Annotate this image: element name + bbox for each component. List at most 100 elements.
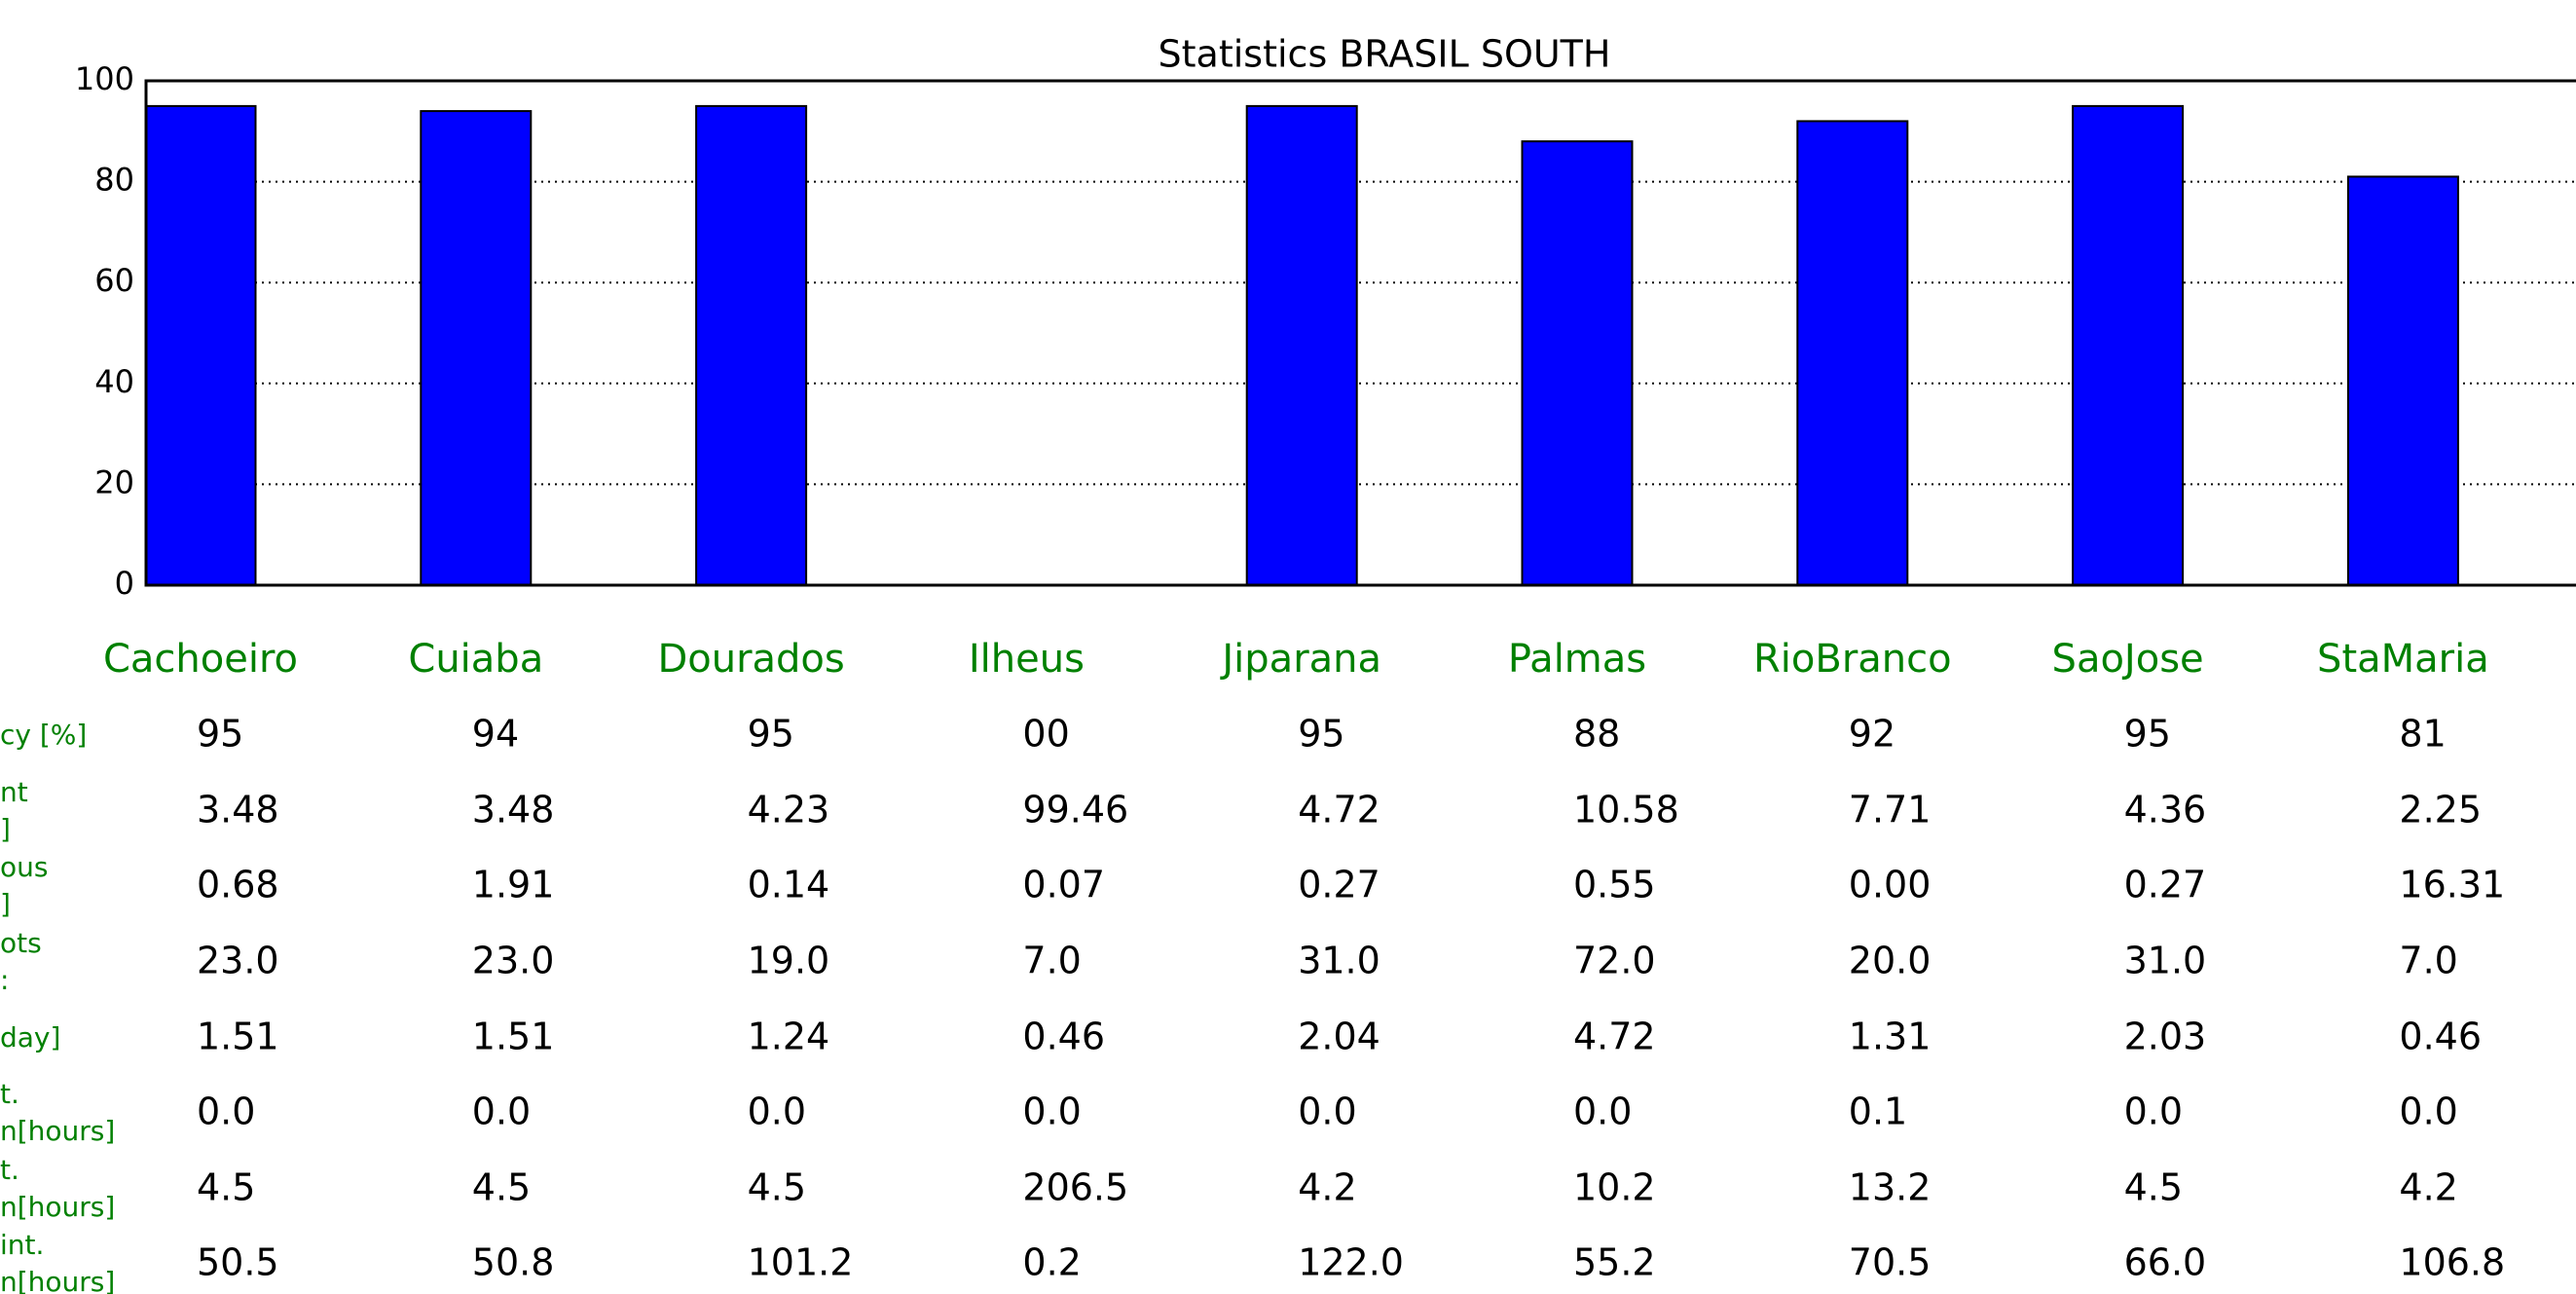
row-label: n[hours] xyxy=(0,1115,115,1147)
table-cell: 0.00 xyxy=(1849,864,1932,906)
table-cell: 1.31 xyxy=(1849,1016,1932,1058)
row-label: t. xyxy=(0,1154,19,1186)
table-cell: 92 xyxy=(1849,713,1895,756)
row-label: ] xyxy=(0,888,11,920)
table-cell: 2.04 xyxy=(1298,1016,1380,1058)
table-cell: 10.2 xyxy=(1573,1166,1656,1209)
table-cell: 0.46 xyxy=(2399,1016,2482,1058)
table-cell: 31.0 xyxy=(2124,940,2207,982)
row-label: nt xyxy=(0,776,28,808)
chart-title: Statistics BRASIL SOUTH xyxy=(1159,33,1611,76)
table-cell: 7.0 xyxy=(2399,940,2457,982)
table-cell: 23.0 xyxy=(472,940,555,982)
table-cell: 0.0 xyxy=(1573,1091,1632,1133)
x-category-label: Dourados xyxy=(657,637,844,682)
bar xyxy=(1245,104,1358,587)
table-cell: 0.46 xyxy=(1022,1016,1105,1058)
table-cell: 0.0 xyxy=(1298,1091,1356,1133)
table-cell: 0.68 xyxy=(197,864,279,906)
table-cell: 19.0 xyxy=(748,940,830,982)
table-cell: 0.0 xyxy=(472,1091,531,1133)
table-cell: 1.51 xyxy=(197,1016,279,1058)
table-cell: 4.23 xyxy=(748,789,830,832)
table-cell: 81 xyxy=(2399,713,2446,756)
x-category-label: StaMaria xyxy=(2317,637,2489,682)
x-category-label: SaoJose xyxy=(2052,637,2204,682)
row-label: t. xyxy=(0,1078,19,1110)
table-cell: 106.8 xyxy=(2399,1241,2505,1284)
table-cell: 72.0 xyxy=(1573,940,1656,982)
table-cell: 1.51 xyxy=(472,1016,555,1058)
table-cell: 4.2 xyxy=(2399,1166,2457,1209)
table-cell: 4.5 xyxy=(748,1166,806,1209)
table-cell: 0.0 xyxy=(2124,1091,2183,1133)
table-cell: 0.1 xyxy=(1849,1091,1907,1133)
table-cell: 1.91 xyxy=(472,864,555,906)
table-cell: 101.2 xyxy=(748,1241,854,1284)
row-label: day] xyxy=(0,1021,60,1054)
table-cell: 23.0 xyxy=(197,940,279,982)
row-label: n[hours] xyxy=(0,1266,115,1294)
y-tick-label: 80 xyxy=(94,162,134,199)
bar xyxy=(144,104,257,587)
table-cell: 0.07 xyxy=(1022,864,1105,906)
table-cell: 0.27 xyxy=(1298,864,1380,906)
table-cell: 4.2 xyxy=(1298,1166,1356,1209)
table-cell: 122.0 xyxy=(1298,1241,1404,1284)
bar xyxy=(2072,104,2185,587)
bar xyxy=(1796,120,1909,586)
row-label: n[hours] xyxy=(0,1191,115,1223)
table-cell: 0.27 xyxy=(2124,864,2207,906)
table-cell: 2.25 xyxy=(2399,789,2482,832)
table-cell: 4.36 xyxy=(2124,789,2207,832)
y-tick-label: 60 xyxy=(94,262,134,299)
table-cell: 95 xyxy=(748,713,794,756)
table-cell: 99.46 xyxy=(1022,789,1128,832)
y-tick-label: 20 xyxy=(94,463,134,500)
table-cell: 13.2 xyxy=(1849,1166,1932,1209)
bar xyxy=(2346,175,2459,586)
x-category-label: Ilheus xyxy=(969,637,1085,682)
table-cell: 00 xyxy=(1022,713,1069,756)
row-label: cy [%] xyxy=(0,719,87,751)
table-cell: 55.2 xyxy=(1573,1241,1656,1284)
row-label: int. xyxy=(0,1229,44,1261)
row-label: ots xyxy=(0,927,42,959)
table-cell: 0.0 xyxy=(2399,1091,2457,1133)
table-cell: 0.0 xyxy=(197,1091,255,1133)
table-cell: 3.48 xyxy=(472,789,555,832)
table-cell: 94 xyxy=(472,713,519,756)
row-label: : xyxy=(0,964,9,996)
table-cell: 0.0 xyxy=(748,1091,806,1133)
bar xyxy=(695,104,808,587)
y-tick-label: 0 xyxy=(115,565,134,602)
table-cell: 66.0 xyxy=(2124,1241,2207,1284)
table-cell: 0.14 xyxy=(748,864,830,906)
x-category-label: RioBranco xyxy=(1753,637,1952,682)
table-cell: 20.0 xyxy=(1849,940,1932,982)
table-cell: 7.71 xyxy=(1849,789,1932,832)
bar xyxy=(420,110,533,587)
y-tick-label: 40 xyxy=(94,363,134,400)
x-category-label: Jiparana xyxy=(1219,637,1381,682)
table-cell: 0.2 xyxy=(1022,1241,1081,1284)
table-cell: 10.58 xyxy=(1573,789,1679,832)
table-cell: 206.5 xyxy=(1022,1166,1128,1209)
table-cell: 4.72 xyxy=(1298,789,1380,832)
x-category-label: Cachoeiro xyxy=(103,637,298,682)
table-cell: 3.48 xyxy=(197,789,279,832)
table-cell: 95 xyxy=(1298,713,1344,756)
table-cell: 4.5 xyxy=(472,1166,531,1209)
plot-frame xyxy=(144,79,2576,587)
x-category-label: Cuiaba xyxy=(408,637,543,682)
bar xyxy=(1521,140,1634,586)
table-cell: 4.5 xyxy=(197,1166,255,1209)
table-cell: 1.24 xyxy=(748,1016,830,1058)
table-cell: 70.5 xyxy=(1849,1241,1932,1284)
table-cell: 4.5 xyxy=(2124,1166,2183,1209)
x-category-label: Palmas xyxy=(1508,637,1646,682)
y-tick-label: 100 xyxy=(75,60,134,97)
table-cell: 31.0 xyxy=(1298,940,1380,982)
table-cell: 7.0 xyxy=(1022,940,1081,982)
